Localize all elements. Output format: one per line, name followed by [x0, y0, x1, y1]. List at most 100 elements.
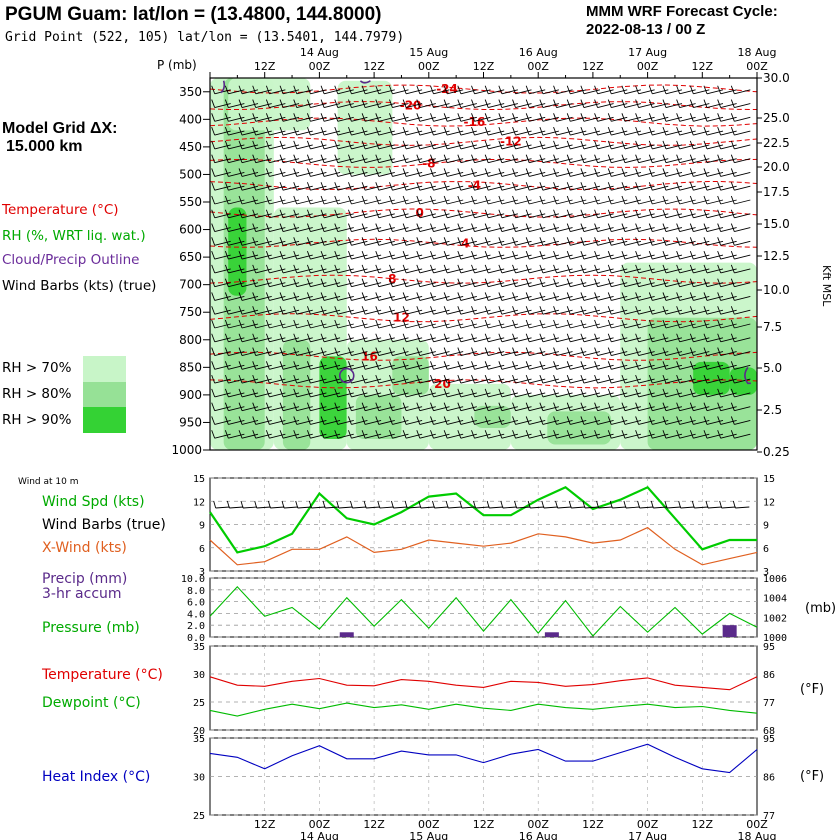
- wind-barb: [539, 237, 559, 246]
- wind-barb: [648, 347, 669, 356]
- wind-barb: [224, 250, 245, 260]
- wind-barb: [539, 209, 559, 219]
- wind-barb: [265, 264, 286, 274]
- surface-wind-barb: [363, 500, 381, 509]
- wind-barb: [566, 278, 587, 288]
- wind-barb: [293, 361, 313, 370]
- station-title: PGUM Guam: lat/lon = (13.4800, 144.8000): [5, 4, 382, 25]
- wind-barb: [553, 388, 573, 398]
- wind-barb: [730, 278, 751, 288]
- wind-barb: [389, 113, 409, 122]
- temperature-contour-label: 20: [434, 377, 451, 391]
- wind-barb: [402, 250, 423, 260]
- wind-barb: [607, 237, 628, 246]
- surface-wind-barb: [719, 500, 736, 509]
- wind-barb: [279, 347, 300, 356]
- wind-barb: [416, 182, 436, 191]
- wind-barb: [224, 113, 245, 122]
- bottom-date-label: 16 Aug: [519, 830, 558, 840]
- wind-barb: [648, 361, 669, 370]
- wind-barb: [348, 416, 368, 425]
- wind-barb: [648, 319, 669, 329]
- wind-barb: [607, 347, 628, 356]
- wind-barb: [553, 223, 573, 232]
- wind-barb: [471, 319, 491, 329]
- wind-barb: [430, 319, 450, 329]
- wind-barb: [539, 264, 559, 274]
- wind-barb: [443, 306, 464, 315]
- bottom-hour-label: 12Z: [363, 818, 385, 831]
- wind-barb: [566, 402, 587, 412]
- wind-barb: [662, 209, 683, 219]
- wind-barb: [375, 374, 395, 384]
- wind-barb: [457, 126, 477, 136]
- wind-barb: [443, 140, 464, 150]
- wind-barb: [525, 374, 546, 384]
- wind-barb: [484, 264, 505, 274]
- wind-barb: [553, 264, 573, 274]
- wind-barb: [580, 388, 601, 398]
- wind-barb: [389, 347, 409, 356]
- temperature-line: [209, 676, 758, 691]
- cloud-outline: [220, 80, 751, 385]
- y-tick-label: 6.0: [187, 598, 205, 609]
- wind-barb: [361, 99, 382, 108]
- wind-barb: [252, 237, 272, 246]
- wind-barb: [361, 182, 382, 191]
- wind-barb: [662, 168, 683, 177]
- wind-barb: [457, 374, 477, 384]
- surface-wind-barb: [322, 500, 340, 509]
- wind-barb: [389, 416, 409, 425]
- wind-barb: [553, 278, 573, 288]
- wind-barb: [320, 292, 341, 301]
- pressure-tick-label: 550: [179, 195, 202, 209]
- wind-barb: [512, 140, 532, 150]
- wind-barb: [238, 430, 259, 439]
- wind-barb: [580, 195, 601, 205]
- wind-barb: [484, 113, 505, 122]
- wind-barb: [594, 333, 614, 343]
- wind-barb: [293, 182, 313, 191]
- wind-barb: [471, 388, 491, 398]
- wind-barb: [689, 209, 710, 219]
- wind-barb: [265, 182, 286, 191]
- wind-barb: [512, 347, 532, 356]
- wind-barb: [293, 85, 313, 95]
- wind-barb: [662, 237, 683, 246]
- bottom-hour-label: 12Z: [473, 818, 495, 831]
- wind-barb: [320, 237, 341, 246]
- wind-barb: [498, 250, 518, 260]
- wind-barb: [306, 374, 327, 384]
- wind-barb: [676, 306, 696, 315]
- wind-barb: [525, 223, 546, 232]
- wind-barb: [662, 347, 683, 356]
- wind-barb: [293, 154, 313, 164]
- wind-barb: [238, 223, 259, 232]
- wind-barb: [361, 388, 382, 398]
- wind-barb: [730, 292, 751, 301]
- wind-barb: [402, 361, 423, 370]
- wind-barb: [348, 154, 368, 164]
- wind-barb: [252, 292, 272, 301]
- surface-wind-barb: [705, 500, 723, 509]
- wind-barb: [265, 333, 286, 343]
- wind-barb: [484, 168, 505, 177]
- wind-barb: [621, 319, 642, 329]
- wind-barb: [525, 250, 546, 260]
- wind-barb: [607, 374, 628, 384]
- legend-wind-speed: Wind Spd (kts): [42, 494, 145, 510]
- y-tick-label-right: 95: [763, 734, 775, 745]
- temperature-contour-label: 4: [461, 236, 469, 250]
- wind-barb: [553, 319, 573, 329]
- rh-80-label: RH > 80%: [2, 386, 72, 402]
- wind-barb: [703, 347, 724, 356]
- legend-rh: RH (%, WRT liq. wat.): [2, 228, 146, 244]
- wind-barb: [553, 85, 573, 95]
- wind-barb: [484, 333, 505, 343]
- wind-barb: [676, 416, 696, 425]
- wind-barb: [224, 430, 245, 439]
- wind-barb: [525, 264, 546, 274]
- wind-barb: [717, 113, 737, 122]
- rh-70-label: RH > 70%: [2, 360, 72, 376]
- y-tick-label-right: 77: [763, 698, 775, 709]
